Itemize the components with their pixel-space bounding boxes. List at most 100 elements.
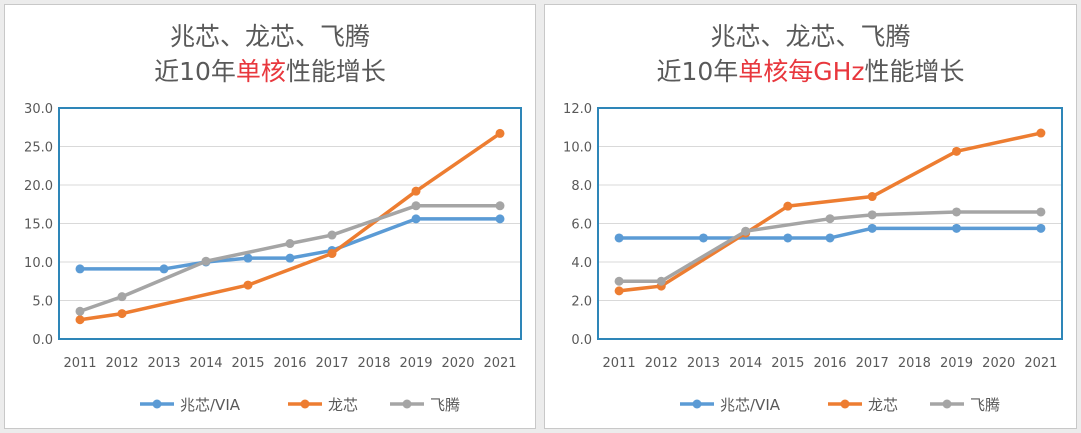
y-tick-label: 8.0 <box>571 179 592 194</box>
series-loongson-point <box>867 192 877 202</box>
x-tick-label: 2018 <box>898 356 931 371</box>
chart-title-line1: 兆芯、龙芯、飞腾 <box>169 22 370 51</box>
x-tick-label: 2014 <box>729 356 762 371</box>
y-tick-label: 15.0 <box>24 218 53 233</box>
series-loongson-point <box>495 128 505 138</box>
series-phytium-point <box>1036 207 1046 217</box>
legend-marker <box>692 399 702 409</box>
legend-label: 飞腾 <box>430 396 460 414</box>
x-tick-label: 2018 <box>357 356 390 371</box>
series-phytium-point <box>656 276 666 286</box>
x-tick-label: 2015 <box>231 356 264 371</box>
series-loongson-point <box>1036 128 1046 138</box>
series-phytium-point <box>952 207 962 217</box>
series-loongson-point <box>614 286 624 296</box>
series-loongson-point <box>411 186 421 196</box>
series-loongson-point <box>117 309 127 319</box>
series-phytium-point <box>495 201 505 211</box>
y-tick-label: 10.0 <box>563 141 592 156</box>
chart-title-line2: 近10年单核性能增长 <box>5 54 535 89</box>
series-phytium-point <box>201 256 211 266</box>
series-via-point <box>698 233 708 243</box>
series-loongson-line <box>79 131 501 322</box>
series-loongson-point <box>327 249 337 259</box>
x-tick-label: 2011 <box>63 356 96 371</box>
series-loongson-point <box>243 280 253 290</box>
series-via-line <box>80 217 500 271</box>
legend-label: 飞腾 <box>970 396 1000 414</box>
x-tick-label: 2020 <box>441 356 474 371</box>
series-via-point <box>243 253 253 263</box>
series-phytium-point <box>75 306 85 316</box>
x-tick-label: 2013 <box>687 356 720 371</box>
series-via-point <box>495 214 505 224</box>
series-phytium-point <box>825 214 835 224</box>
x-tick-label: 2013 <box>147 356 180 371</box>
legend-marker <box>942 399 952 409</box>
line-chart-single-core: 0.0 5.0 10.0 15.0 20.0 25.0 30.0 2011 2012 2013 20… <box>24 102 522 414</box>
x-tick-label: 2019 <box>399 356 432 371</box>
series-loongson-point <box>75 315 85 325</box>
plot-area-border <box>58 107 522 340</box>
series-via-point <box>411 214 421 224</box>
x-tick-label: 2012 <box>105 356 138 371</box>
line-chart-per-ghz: 0.0 2.0 4.0 6.0 8.0 10.0 12.0 2011 2012 2013 2014 2… <box>563 102 1063 414</box>
x-tick-label: 2014 <box>189 356 222 371</box>
y-tick-label: 20.0 <box>24 179 53 194</box>
x-tick-label: 2016 <box>273 356 306 371</box>
x-tick-label: 2021 <box>1024 356 1057 371</box>
series-via-point <box>75 264 85 274</box>
x-tick-label: 2020 <box>982 356 1015 371</box>
series-phytium-point <box>285 239 295 249</box>
series-phytium-point <box>867 210 877 220</box>
x-tick-label: 2015 <box>771 356 804 371</box>
series-phytium-point <box>741 226 751 236</box>
series-phytium-point <box>327 230 337 240</box>
y-tick-label: 30.0 <box>24 102 53 117</box>
title-highlight: 单核每GHz <box>738 57 865 86</box>
legend-marker <box>300 399 310 409</box>
series-phytium-point <box>411 201 421 211</box>
y-tick-label: 25.0 <box>24 141 53 156</box>
y-tick-label: 5.0 <box>32 295 53 310</box>
series-via-point <box>1036 223 1046 233</box>
x-tick-label: 2011 <box>603 356 636 371</box>
title-text-after: 性能增长 <box>285 57 386 86</box>
legend-marker <box>402 399 412 409</box>
y-tick-label: 0.0 <box>32 333 53 348</box>
x-tick-label: 2021 <box>483 356 516 371</box>
legend-label: 龙芯 <box>868 396 898 414</box>
chart-title: 兆芯、龙芯、飞腾 近10年单核每GHz性能增长 <box>545 19 1076 89</box>
series-via-point <box>825 233 835 243</box>
legend-label: 兆芯/VIA <box>720 396 781 414</box>
chart-panel-single-core: 兆芯、龙芯、飞腾 近10年单核性能增长 0.0 5.0 10.0 15.0 20.0 25… <box>4 4 536 429</box>
title-text-before: 近10年 <box>656 57 739 86</box>
y-tick-label: 12.0 <box>563 102 592 117</box>
title-text-before: 近10年 <box>154 57 236 86</box>
legend-label: 龙芯 <box>328 396 358 414</box>
series-via-point <box>285 253 295 263</box>
y-tick-label: 6.0 <box>571 218 592 233</box>
x-tick-label: 2019 <box>940 356 973 371</box>
legend-marker <box>152 399 162 409</box>
x-tick-label: 2016 <box>813 356 846 371</box>
series-via-point <box>159 264 169 274</box>
y-tick-label: 4.0 <box>571 256 592 271</box>
title-text-after: 性能增长 <box>864 57 965 86</box>
y-tick-label: 0.0 <box>571 333 592 348</box>
chart-title-line1: 兆芯、龙芯、飞腾 <box>710 22 911 51</box>
x-tick-label: 2017 <box>315 356 348 371</box>
plot-area-border <box>597 107 1063 340</box>
chart-title-line2: 近10年单核每GHz性能增长 <box>545 54 1076 89</box>
title-highlight: 单核 <box>235 57 286 86</box>
series-via-point <box>783 233 793 243</box>
series-via-point <box>614 233 624 243</box>
x-tick-label: 2017 <box>856 356 889 371</box>
series-via-point <box>867 223 877 233</box>
y-tick-label: 2.0 <box>571 295 592 310</box>
series-loongson-point <box>783 201 793 211</box>
legend-label: 兆芯/VIA <box>180 396 241 414</box>
series-phytium-point <box>614 276 624 286</box>
chart-panel-per-ghz: 兆芯、龙芯、飞腾 近10年单核每GHz性能增长 0.0 2.0 4.0 6.0 8.0 1… <box>544 4 1077 429</box>
series-loongson-point <box>952 146 962 156</box>
